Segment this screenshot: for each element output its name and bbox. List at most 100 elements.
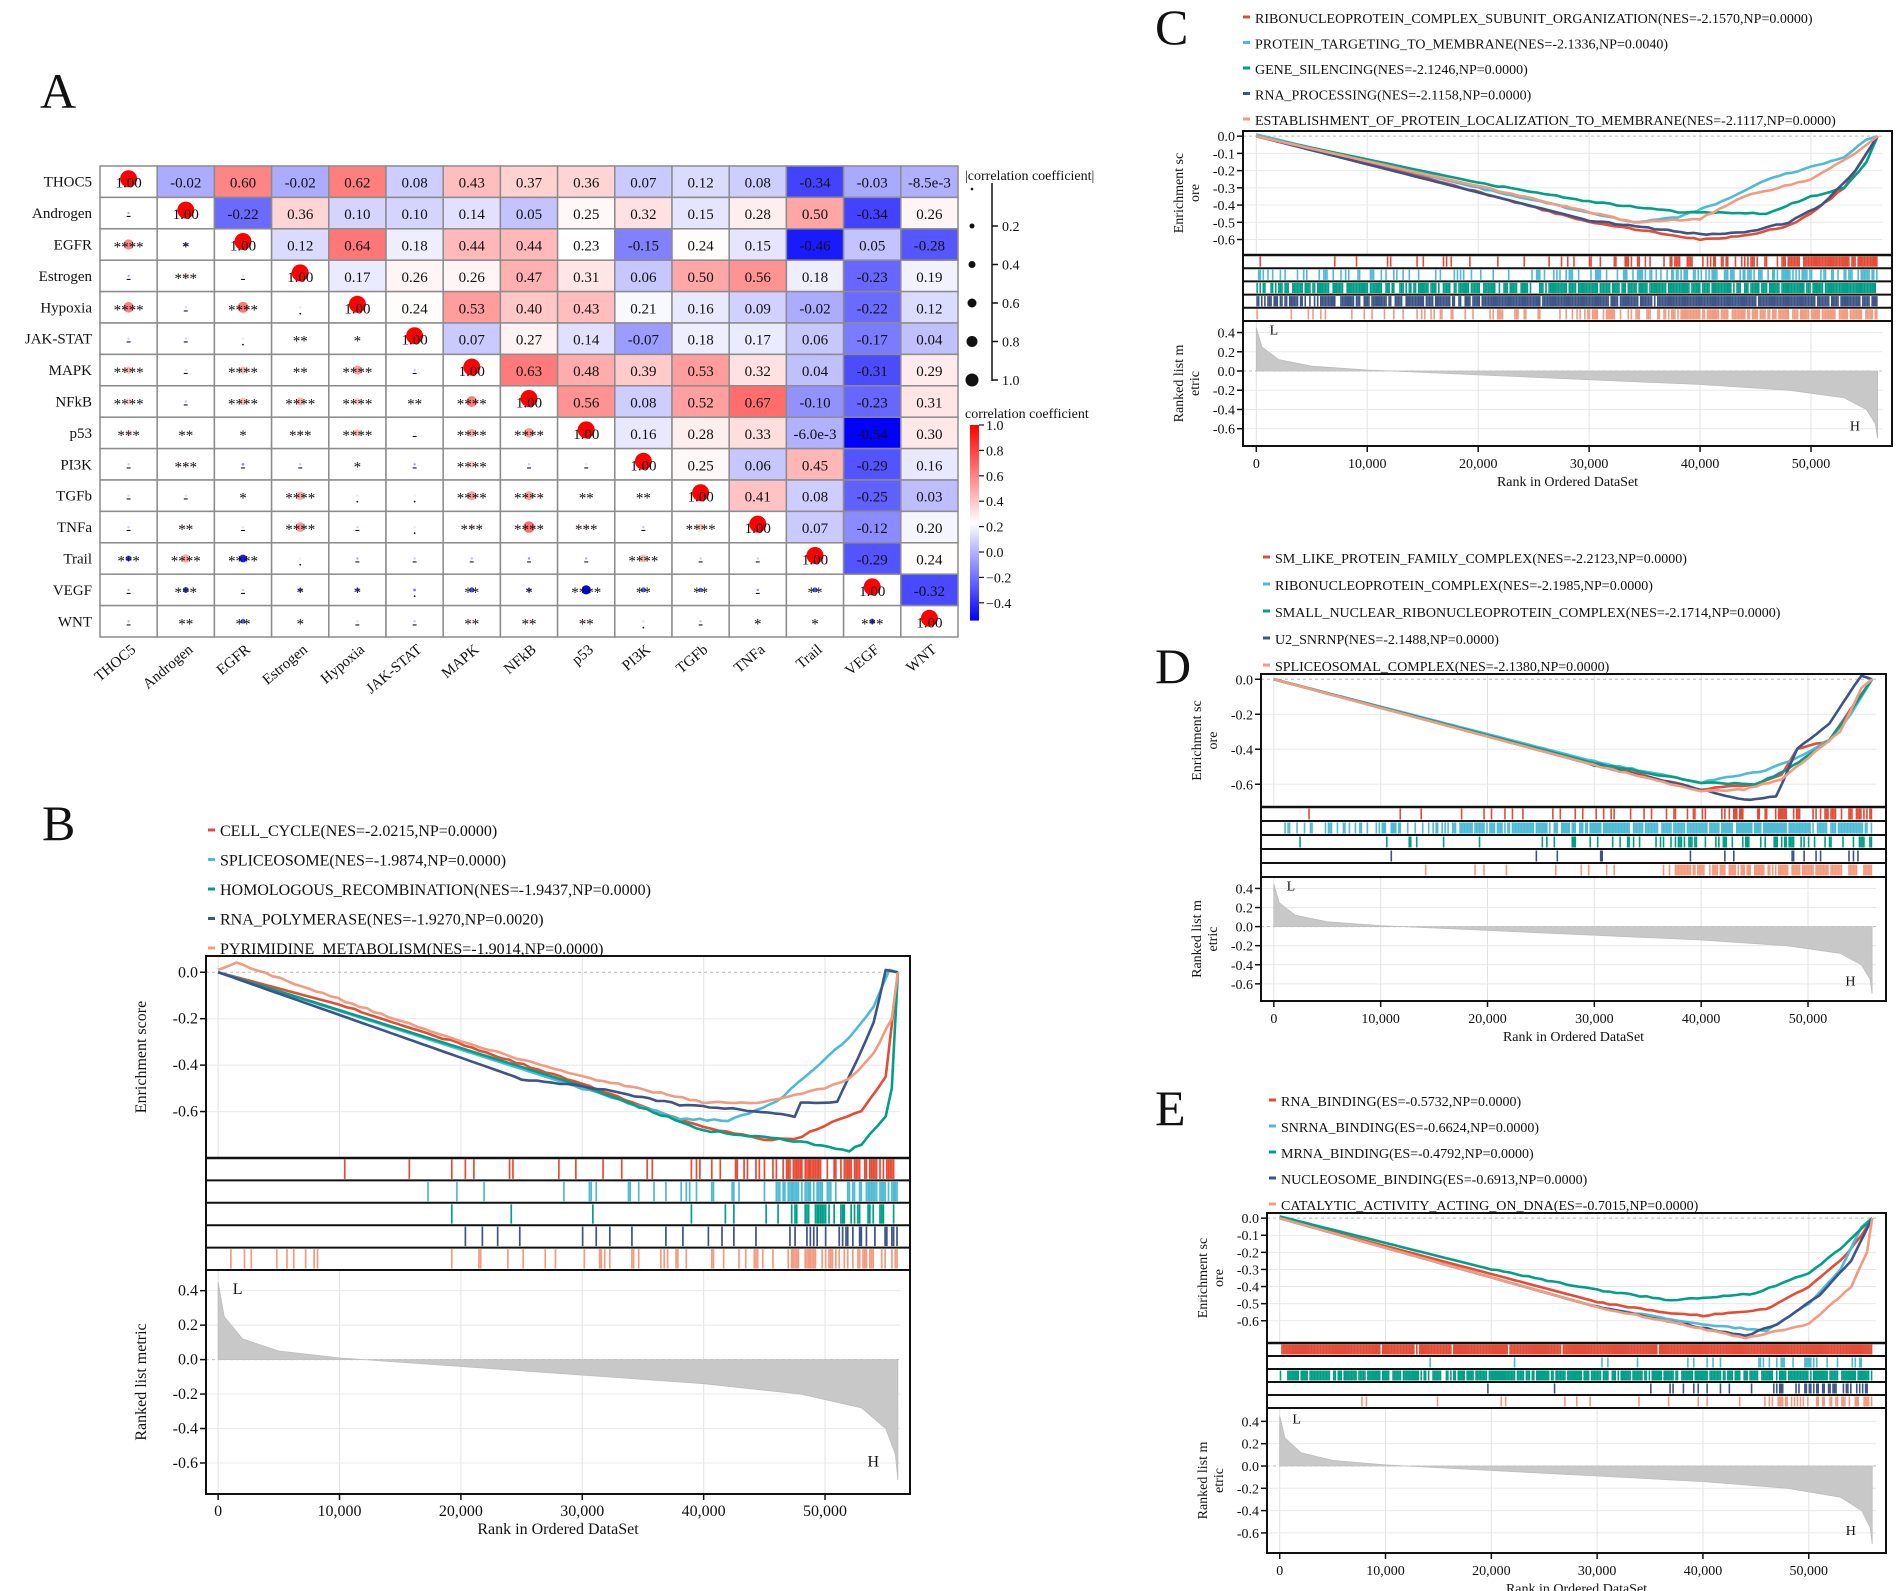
hit-mark (1387, 1344, 1390, 1355)
heatmap-cell (556, 290, 616, 324)
hit-mark (1264, 282, 1266, 294)
correlation-dot (527, 587, 531, 592)
hit-mark (1383, 1370, 1385, 1381)
hit-mark (1288, 822, 1291, 834)
hit-mark (1869, 256, 1872, 267)
hit-mark (1548, 296, 1550, 307)
hit-mark (1522, 822, 1524, 834)
hit-mark (1764, 822, 1767, 834)
hit-mark (1691, 282, 1693, 294)
hit-mark (1595, 1370, 1597, 1381)
hit-mark (1858, 1357, 1861, 1368)
hit-mark (1658, 296, 1661, 307)
hit-mark (1610, 1344, 1612, 1355)
hit-mark (1655, 269, 1658, 280)
color-legend-title: correlation coefficient (965, 407, 1089, 422)
hit-mark (812, 1159, 815, 1179)
hit-mark (1506, 1370, 1508, 1381)
hit-mark (1464, 1344, 1467, 1355)
hit-mark (1849, 309, 1852, 320)
hit-mark (1607, 822, 1609, 834)
hit-mark (1677, 282, 1679, 294)
hit-mark (1433, 282, 1435, 294)
correlation-dot (124, 366, 133, 374)
hit-mark (1832, 256, 1835, 267)
hit-mark (1787, 309, 1790, 320)
hit-mark (1413, 282, 1415, 294)
hit-mark (1430, 309, 1432, 320)
hit-mark (812, 1181, 815, 1202)
hit-mark (1364, 1370, 1366, 1381)
hit-mark (1709, 309, 1712, 320)
hit-mark (1749, 864, 1752, 876)
es-y-axis-title: ore (1206, 732, 1221, 750)
hit-mark (1564, 1344, 1566, 1355)
hit-mark (1447, 296, 1449, 307)
hit-mark (478, 1249, 480, 1269)
hit-mark (1844, 309, 1847, 320)
hit-mark (1855, 808, 1858, 820)
hit-mark (1448, 296, 1451, 307)
hit-mark (1300, 1370, 1303, 1381)
correlation-dot (524, 428, 534, 438)
hit-mark (1485, 1344, 1488, 1355)
hit-mark (1780, 1396, 1782, 1407)
hit-mark (1505, 864, 1508, 876)
es-y-axis-title: Enrichment sc (1190, 700, 1205, 780)
hit-mark (1863, 256, 1866, 267)
hit-mark (1782, 864, 1784, 876)
rank-y-tick-label: 0.0 (1236, 921, 1254, 936)
hit-mark (1697, 822, 1699, 834)
hit-mark (1775, 296, 1777, 307)
hit-mark (1734, 256, 1737, 267)
hit-mark (845, 1226, 847, 1247)
hit-mark (1503, 282, 1505, 294)
hit-mark (1399, 282, 1401, 294)
hit-mark (1765, 822, 1768, 834)
hit-mark (1438, 1370, 1440, 1381)
hit-mark (1688, 296, 1690, 307)
hit-mark (1701, 822, 1704, 834)
correlation-dot (295, 522, 305, 532)
hit-mark (1862, 256, 1864, 267)
hit-mark (1651, 1370, 1654, 1381)
hit-track (464, 1226, 898, 1247)
hit-mark (1722, 864, 1725, 876)
hit-mark (1367, 1344, 1369, 1355)
hit-mark (1303, 1370, 1305, 1381)
hit-mark (1796, 282, 1799, 294)
hit-mark (1723, 282, 1726, 294)
hit-mark (1323, 269, 1325, 280)
hit-mark (1571, 822, 1574, 834)
hit-mark (809, 1226, 812, 1247)
hit-mark (1304, 282, 1307, 294)
hit-mark (1768, 1396, 1771, 1407)
hit-mark (1662, 822, 1665, 834)
hit-mark (1844, 296, 1847, 307)
hit-mark (1552, 296, 1555, 307)
hit-mark (1605, 864, 1608, 876)
hit-mark (1753, 864, 1756, 876)
hit-mark (860, 1181, 863, 1202)
hit-mark (1537, 1370, 1540, 1381)
hit-mark (1860, 309, 1863, 320)
hit-mark (1841, 296, 1844, 307)
hit-mark (1830, 1344, 1833, 1355)
hit-mark (1719, 1383, 1722, 1394)
hit-mark (1589, 1396, 1591, 1407)
hit-mark (1407, 1370, 1409, 1381)
hit-mark (1790, 1396, 1793, 1407)
hit-mark (734, 1159, 737, 1179)
hit-mark (1549, 1344, 1551, 1355)
hit-mark (1461, 1370, 1464, 1381)
hit-mark (1674, 256, 1676, 267)
rank-annotation-low: L (1287, 879, 1296, 894)
hit-mark (1857, 1344, 1860, 1355)
hit-mark (1724, 1370, 1726, 1381)
hit-mark (1532, 822, 1535, 834)
hit-mark (1525, 296, 1527, 307)
hit-mark (1358, 282, 1361, 294)
hit-mark (1392, 1370, 1394, 1381)
hit-mark (1646, 296, 1648, 307)
hit-mark (1678, 1344, 1680, 1355)
